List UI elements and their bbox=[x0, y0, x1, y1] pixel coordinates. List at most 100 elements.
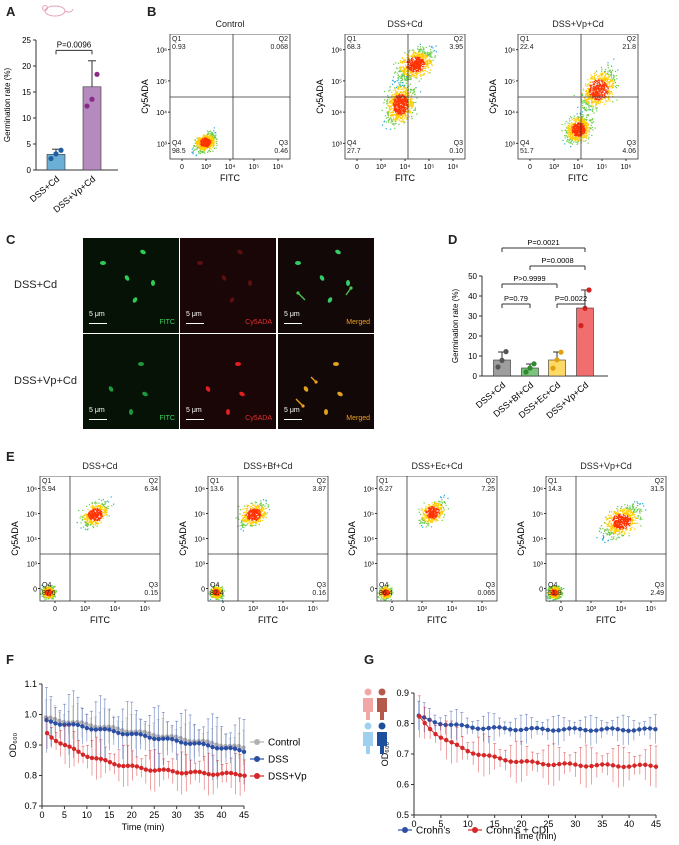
event-dot bbox=[596, 84, 598, 86]
event-dot bbox=[44, 596, 46, 598]
micrograph-r1-c1: 5 μm FITC bbox=[82, 237, 180, 334]
event-dot bbox=[214, 135, 216, 137]
event-dot bbox=[192, 150, 195, 152]
event-dot bbox=[404, 98, 406, 100]
spore bbox=[124, 275, 130, 281]
event-dot bbox=[209, 146, 211, 148]
event-dot bbox=[399, 85, 402, 87]
spore bbox=[205, 386, 211, 392]
event-dot bbox=[387, 105, 389, 107]
event-dot bbox=[416, 71, 418, 73]
event-dot bbox=[403, 60, 405, 62]
event-dot bbox=[413, 56, 415, 58]
event-dot bbox=[601, 73, 603, 75]
event-dot bbox=[248, 504, 250, 506]
event-dot bbox=[422, 54, 424, 56]
event-dot bbox=[401, 67, 403, 69]
event-dot bbox=[94, 524, 96, 526]
event-dot bbox=[580, 119, 582, 122]
event-dot bbox=[429, 63, 431, 65]
event-dot bbox=[389, 105, 391, 107]
event-dot bbox=[586, 102, 588, 104]
event-dot bbox=[412, 71, 414, 73]
event-dot bbox=[596, 88, 598, 90]
event-dot bbox=[398, 102, 400, 104]
event-dot bbox=[90, 518, 92, 520]
event-dot bbox=[590, 87, 592, 89]
event-dot bbox=[596, 107, 598, 109]
event-dot bbox=[581, 134, 583, 136]
event-dot bbox=[49, 590, 51, 592]
flow-b-1-q2: Q2 bbox=[278, 36, 288, 43]
event-dot bbox=[393, 104, 395, 106]
event-dot bbox=[607, 78, 609, 80]
event-dot bbox=[402, 74, 404, 76]
event-dot bbox=[211, 141, 213, 143]
event-dot bbox=[409, 75, 411, 77]
event-dot bbox=[204, 137, 206, 139]
event-dot bbox=[408, 115, 410, 118]
event-dot bbox=[402, 84, 404, 87]
event-dot bbox=[411, 59, 413, 61]
event-dot bbox=[588, 92, 590, 94]
event-dot bbox=[47, 584, 49, 586]
p-value: P>0.9999 bbox=[513, 274, 545, 283]
event-dot bbox=[585, 89, 588, 92]
event-dot bbox=[391, 83, 394, 85]
event-dot bbox=[585, 127, 587, 129]
event-dot bbox=[571, 126, 573, 128]
event-dot bbox=[99, 505, 101, 507]
event-dot bbox=[587, 88, 589, 90]
event-dot bbox=[595, 101, 597, 104]
event-dot bbox=[41, 589, 43, 591]
event-dot bbox=[617, 69, 619, 71]
event-dot bbox=[205, 143, 207, 145]
event-dot bbox=[84, 517, 86, 519]
event-dot bbox=[404, 110, 406, 112]
event-dot bbox=[416, 97, 418, 99]
event-dot bbox=[407, 62, 410, 64]
event-dot bbox=[590, 89, 592, 91]
flow-b-1-q1-value: 0.93 bbox=[172, 44, 186, 51]
event-dot bbox=[584, 129, 587, 131]
event-dot bbox=[577, 136, 580, 138]
event-dot bbox=[577, 136, 579, 138]
event-dot bbox=[244, 505, 246, 507]
event-dot bbox=[599, 90, 601, 92]
event-dot bbox=[43, 588, 45, 590]
event-dot bbox=[590, 128, 592, 130]
event-dot bbox=[567, 138, 569, 140]
event-dot bbox=[586, 93, 588, 95]
event-dot bbox=[397, 116, 399, 118]
event-dot bbox=[570, 135, 572, 137]
event-dot bbox=[260, 502, 262, 504]
event-dot bbox=[569, 127, 571, 129]
event-dot bbox=[595, 103, 597, 105]
x-tick-label: 0 bbox=[355, 164, 359, 171]
event-dot bbox=[576, 113, 578, 115]
event-dot bbox=[393, 99, 395, 101]
event-dot bbox=[585, 122, 587, 125]
event-dot bbox=[414, 56, 416, 58]
event-dot bbox=[51, 589, 53, 591]
event-dot bbox=[395, 106, 397, 108]
event-dot bbox=[394, 114, 396, 116]
data-point bbox=[531, 361, 537, 367]
event-dot bbox=[399, 66, 401, 68]
y-tick-label: 10⁴ bbox=[504, 110, 515, 117]
event-dot bbox=[102, 499, 104, 501]
event-dot bbox=[586, 84, 588, 86]
flow-b-2-q1: Q1 bbox=[347, 36, 357, 43]
event-dot bbox=[583, 130, 586, 133]
event-dot bbox=[93, 506, 96, 508]
x-tick-label: 10⁵ bbox=[249, 164, 260, 171]
event-dot bbox=[203, 147, 205, 149]
event-dot bbox=[208, 142, 211, 144]
event-dot bbox=[100, 515, 102, 517]
event-dot bbox=[400, 117, 403, 119]
y-tick-label: 20 bbox=[22, 62, 31, 71]
panel-label-f: F bbox=[6, 652, 14, 667]
event-dot bbox=[414, 65, 416, 67]
event-dot bbox=[599, 77, 601, 79]
